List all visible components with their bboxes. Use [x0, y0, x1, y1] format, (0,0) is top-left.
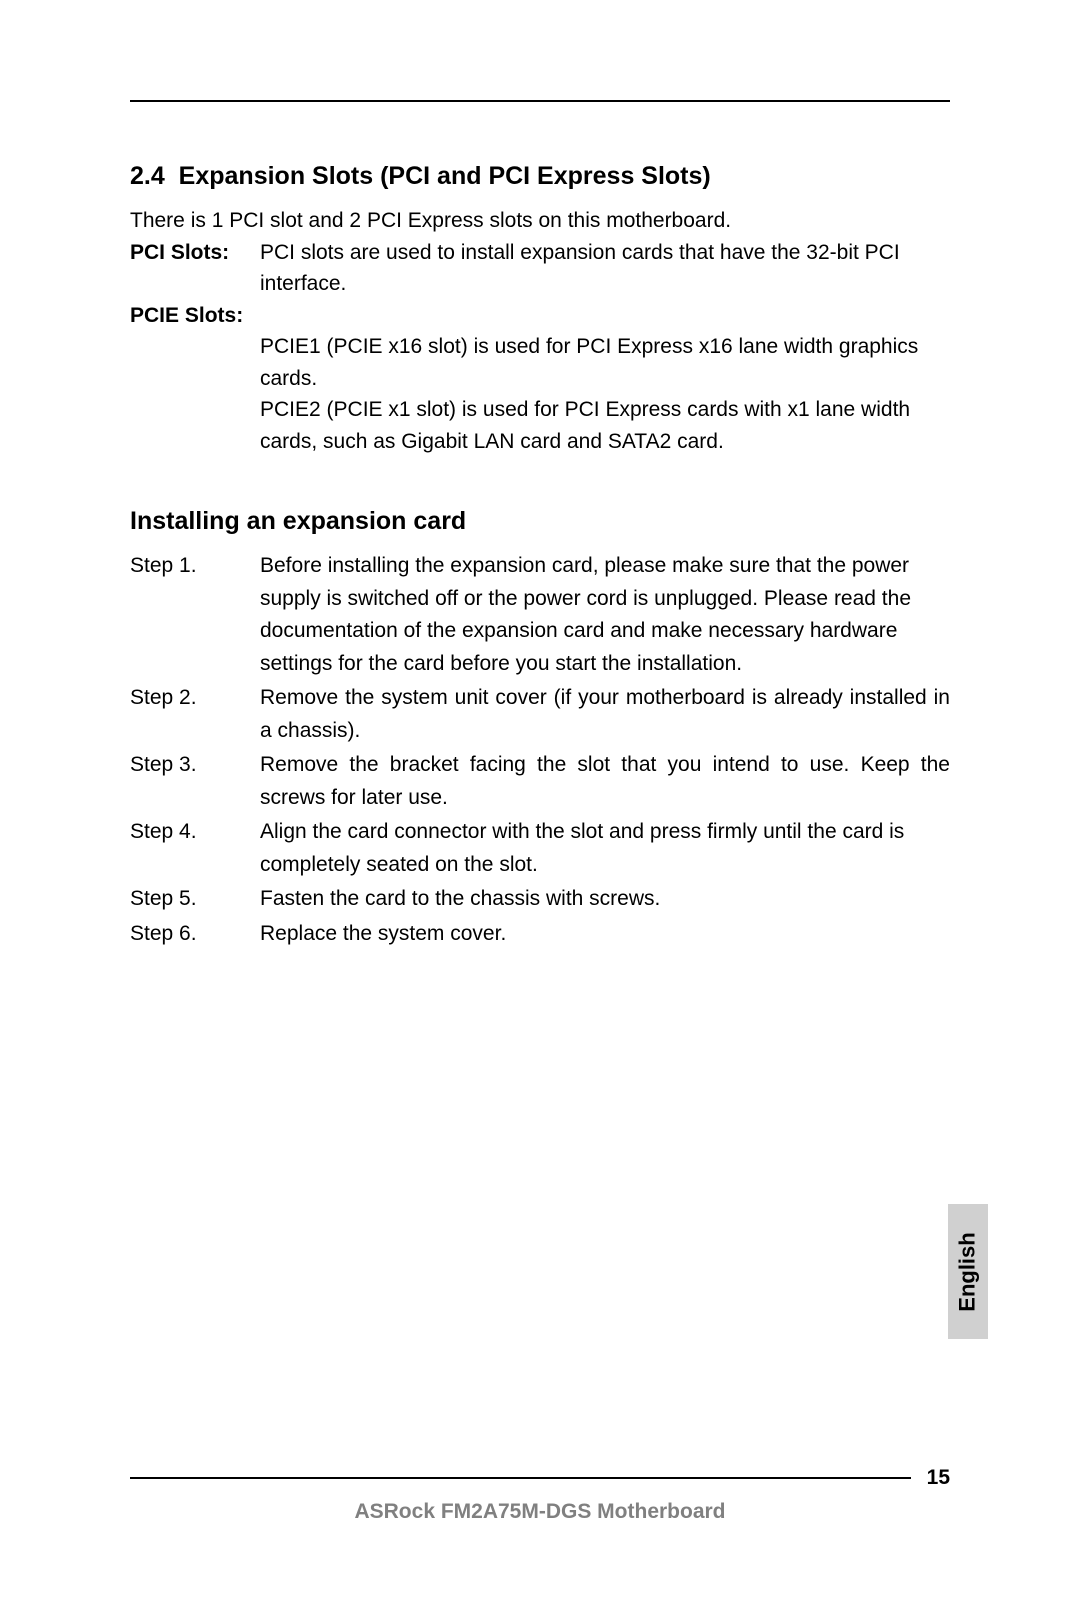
- step-label: Step 3.: [130, 749, 260, 814]
- step-label: Step 5.: [130, 883, 260, 916]
- step-row: Step 3. Remove the bracket facing the sl…: [130, 749, 950, 814]
- step-row: Step 1. Before installing the expansion …: [130, 550, 950, 680]
- step-text: Remove the system unit cover (if your mo…: [260, 682, 950, 747]
- step-label: Step 6.: [130, 918, 260, 951]
- language-tab: English: [948, 1204, 988, 1339]
- section-number: 2.4: [130, 162, 165, 190]
- page-number: 15: [911, 1466, 950, 1490]
- manual-page: 2.4 Expansion Slots (PCI and PCI Express…: [0, 0, 1080, 1619]
- top-rule: [130, 100, 950, 102]
- pcie-line1: PCIE1 (PCIE x16 slot) is used for PCI Ex…: [260, 331, 950, 394]
- step-text: Remove the bracket facing the slot that …: [260, 749, 950, 814]
- step-label: Step 4.: [130, 816, 260, 881]
- pci-slots-row: PCI Slots: PCI slots are used to install…: [130, 237, 950, 300]
- install-heading: Installing an expansion card: [130, 507, 950, 536]
- footer-title: ASRock FM2A75M-DGS Motherboard: [130, 1500, 950, 1524]
- footer-rule-wrap: 15: [130, 1466, 950, 1490]
- page-footer: 15 ASRock FM2A75M-DGS Motherboard: [130, 1466, 950, 1524]
- step-row: Step 2. Remove the system unit cover (if…: [130, 682, 950, 747]
- pci-label: PCI Slots:: [130, 237, 260, 300]
- step-text: Replace the system cover.: [260, 918, 950, 951]
- pcie-label: PCIE Slots:: [130, 300, 260, 332]
- step-label: Step 1.: [130, 550, 260, 680]
- step-row: Step 5. Fasten the card to the chassis w…: [130, 883, 950, 916]
- step-text: Before installing the expansion card, pl…: [260, 550, 950, 680]
- step-text: Fasten the card to the chassis with scre…: [260, 883, 950, 916]
- section-heading: 2.4 Expansion Slots (PCI and PCI Express…: [130, 162, 950, 191]
- language-label: English: [955, 1232, 981, 1311]
- step-text: Align the card connector with the slot a…: [260, 816, 950, 881]
- pcie-line2: PCIE2 (PCIE x1 slot) is used for PCI Exp…: [260, 394, 950, 457]
- pcie-slots-row: PCIE Slots:: [130, 300, 950, 332]
- footer-rule: [130, 1477, 911, 1479]
- pci-text: PCI slots are used to install expansion …: [260, 237, 950, 300]
- step-row: Step 6. Replace the system cover.: [130, 918, 950, 951]
- step-row: Step 4. Align the card connector with th…: [130, 816, 950, 881]
- step-label: Step 2.: [130, 682, 260, 747]
- section-title: Expansion Slots (PCI and PCI Express Slo…: [179, 162, 711, 190]
- section-intro: There is 1 PCI slot and 2 PCI Express sl…: [130, 205, 950, 237]
